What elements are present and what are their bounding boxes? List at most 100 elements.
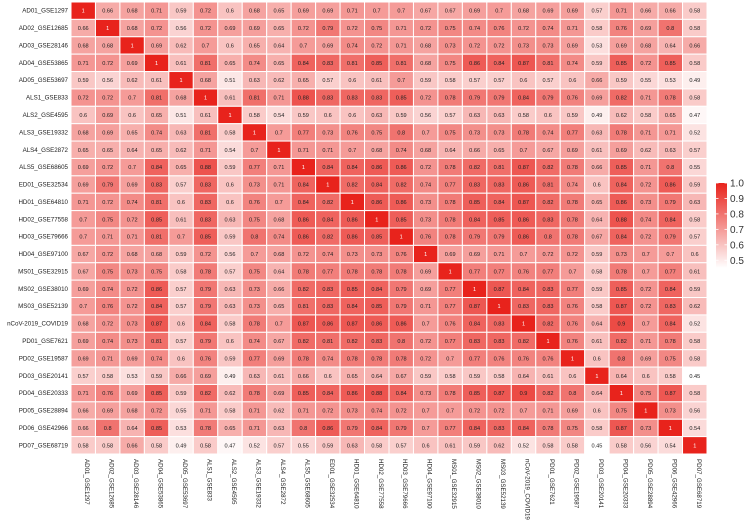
- cell-value-label: 0.58: [689, 9, 700, 15]
- cell-value-label: 0.77: [494, 269, 505, 275]
- cell-value-label: 0.68: [420, 43, 431, 49]
- cell-value-label: 1: [228, 113, 231, 119]
- cell-value-label: 0.71: [249, 409, 260, 415]
- cell-value-label: 0.72: [298, 252, 309, 258]
- cell-value-label: 0.72: [469, 409, 480, 415]
- cell-value-label: 0.68: [127, 252, 138, 258]
- cell-value-label: 0.6: [177, 200, 185, 206]
- cell-value-label: 0.87: [518, 61, 529, 67]
- cell-value-label: 0.6: [128, 113, 136, 119]
- cell-value-label: 0.85: [494, 217, 505, 223]
- cell-value-label: 0.71: [200, 148, 211, 154]
- cell-value-label: 0.61: [176, 61, 187, 67]
- cell-value-label: 0.58: [151, 443, 162, 449]
- cell-value-label: 0.72: [567, 252, 578, 258]
- cell-value-label: 0.76: [616, 26, 627, 32]
- cell-value-label: 0.79: [665, 235, 676, 241]
- cell-value-label: 0.66: [127, 443, 138, 449]
- cell-value-label: 0.76: [567, 339, 578, 345]
- cell-value-label: 0.77: [445, 183, 456, 189]
- cell-value-label: 0.81: [249, 96, 260, 102]
- cell-value-label: 0.58: [225, 130, 236, 136]
- cell-value-label: 0.75: [445, 26, 456, 32]
- cell-value-label: 0.78: [543, 426, 554, 432]
- cell-value-label: 0.87: [616, 304, 627, 310]
- cell-value-label: 0.78: [347, 269, 358, 275]
- cell-value-label: 0.79: [200, 339, 211, 345]
- cell-value-label: 0.61: [176, 217, 187, 223]
- cell-value-label: 0.6: [642, 374, 650, 380]
- cell-value-label: 0.6: [226, 43, 234, 49]
- cell-value-label: 1: [82, 9, 85, 15]
- column-label: AD01_GSE1297: [83, 459, 90, 505]
- cell-value-label: 0.77: [567, 287, 578, 293]
- cell-value-label: 0.57: [445, 113, 456, 119]
- cell-value-label: 0.52: [518, 443, 529, 449]
- cell-value-label: 0.69: [249, 26, 260, 32]
- cell-value-label: 1: [106, 26, 109, 32]
- cell-value-label: 0.63: [665, 148, 676, 154]
- cell-value-label: 0.6: [569, 374, 577, 380]
- cell-value-label: 0.83: [200, 200, 211, 206]
- cell-value-label: 0.7: [397, 78, 405, 84]
- cell-value-label: 0.84: [371, 287, 382, 293]
- cell-value-label: 0.7: [251, 252, 259, 258]
- row-label: MS02_GSE38010: [18, 286, 68, 293]
- cell-value-label: 0.56: [102, 78, 113, 84]
- cell-value-label: 0.64: [591, 322, 602, 328]
- cell-value-label: 0.73: [371, 252, 382, 258]
- cell-value-label: 0.79: [200, 287, 211, 293]
- cell-value-label: 0.7: [422, 409, 430, 415]
- row-label: MS03_GSE52139: [18, 303, 68, 310]
- heatmap-cells: 1 0.66 0.68 0.71 0.59 0.72 0.6 0.68 0.65 0.69 0.69…: [70, 1, 708, 455]
- cell-value-label: 0.85: [371, 235, 382, 241]
- cell-value-label: 0.59: [225, 235, 236, 241]
- column-label: ALS1_GSE833: [206, 459, 213, 502]
- cell-value-label: 1: [522, 322, 525, 328]
- cell-value-label: 0.72: [420, 356, 431, 362]
- cell-value-label: 0.75: [249, 217, 260, 223]
- cell-value-label: 0.77: [543, 269, 554, 275]
- cell-value-label: 1: [400, 235, 403, 241]
- cell-value-label: 0.85: [665, 61, 676, 67]
- cell-value-label: 0.75: [102, 269, 113, 275]
- cell-value-label: 0.83: [543, 287, 554, 293]
- cell-value-label: 0.83: [322, 287, 333, 293]
- cell-value-label: 0.63: [347, 443, 358, 449]
- cell-value-label: 0.83: [494, 339, 505, 345]
- cell-value-label: 0.65: [591, 200, 602, 206]
- cell-value-label: 0.53: [591, 43, 602, 49]
- column-label: PD06_GSE42966: [670, 459, 677, 509]
- cell-value-label: 0.63: [249, 78, 260, 84]
- cell-value-label: 0.71: [78, 200, 89, 206]
- cell-value-label: 0.73: [420, 200, 431, 206]
- cell-value-label: 0.81: [322, 339, 333, 345]
- cell-value-label: 0.79: [494, 96, 505, 102]
- cell-value-label: 0.7: [495, 9, 503, 15]
- cell-value-label: 0.58: [616, 443, 627, 449]
- cell-value-label: 0.74: [249, 339, 260, 345]
- cell-value-label: 0.83: [371, 96, 382, 102]
- cell-value-label: 0.78: [298, 356, 309, 362]
- cell-value-label: 0.85: [371, 304, 382, 310]
- column-label: HD02_GSE77558: [377, 459, 384, 509]
- cell-value-label: 0.59: [420, 78, 431, 84]
- cell-value-label: 0.63: [225, 304, 236, 310]
- cell-value-label: 0.86: [151, 287, 162, 293]
- cell-value-label: 0.87: [347, 322, 358, 328]
- column-label: AD02_GSE12685: [108, 459, 115, 509]
- cell-value-label: 0.58: [689, 217, 700, 223]
- cell-value-label: 0.82: [543, 165, 554, 171]
- row-label: ALS4_GSE2872: [23, 147, 69, 154]
- cell-value-label: 0.68: [200, 78, 211, 84]
- column-label: AD05_GSE53697: [181, 459, 188, 509]
- cell-value-label: 0.59: [591, 287, 602, 293]
- cell-value-label: 0.84: [298, 183, 309, 189]
- cell-value-label: 0.69: [200, 374, 211, 380]
- cell-value-label: 0.77: [469, 269, 480, 275]
- cell-value-label: 0.69: [78, 165, 89, 171]
- cell-value-label: 0.83: [469, 339, 480, 345]
- cell-value-label: 0.83: [543, 217, 554, 223]
- cell-value-label: 0.73: [127, 269, 138, 275]
- cell-value-label: 0.78: [200, 269, 211, 275]
